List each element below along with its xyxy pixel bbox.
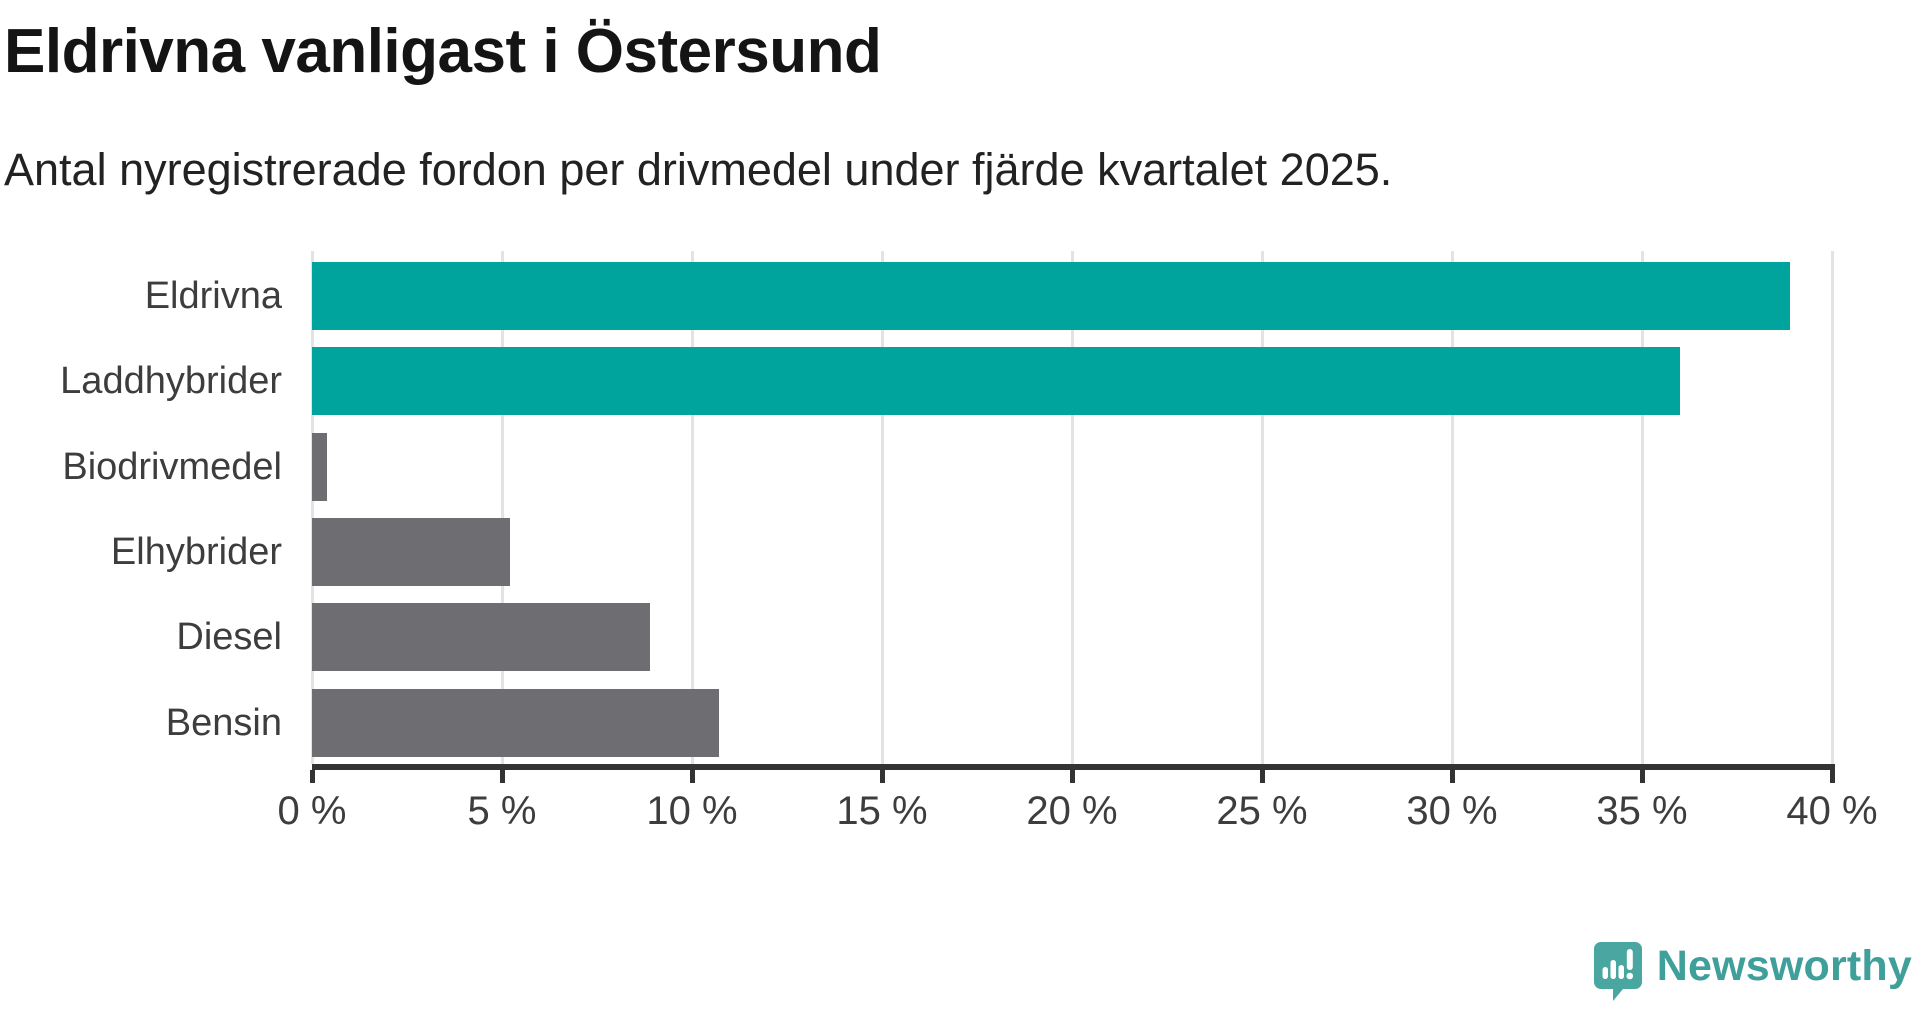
axis-tick [1450,770,1455,783]
bar-eldrivna [312,262,1791,330]
axis-tick [310,770,315,783]
category-label: Biodrivmedel [62,446,282,488]
bar-elhybrider [312,518,510,586]
category-axis-labels: Eldrivna Laddhybrider Biodrivmedel Elhybrid… [0,251,282,764]
axis-tick-label: 10 % [646,789,738,833]
category-label: Bensin [165,702,282,744]
axis-tick-label: 25 % [1216,789,1308,833]
axis-tick [1640,770,1645,783]
gridline [691,251,694,764]
axis-tick [1070,770,1075,783]
bar-laddhybrider [312,347,1680,415]
chart-subtitle: Antal nyregistrerade fordon per drivmede… [4,144,1393,195]
bar-bensin [312,689,719,757]
axis-tick-label: 35 % [1596,789,1688,833]
axis-tick [1260,770,1265,783]
category-label: Diesel [176,616,282,658]
x-axis-line [312,764,1835,770]
newsworthy-logo-icon [1593,942,1642,1001]
category-label: Laddhybrider [60,360,282,402]
gridline [1831,251,1834,764]
axis-tick [500,770,505,783]
axis-tick-label: 30 % [1406,789,1498,833]
axis-tick-label: 15 % [836,789,928,833]
chart-title: Eldrivna vanligast i Östersund [4,17,882,86]
category-label: Elhybrider [110,531,282,573]
newsworthy-logo: Newsworthy [1593,941,1912,1003]
gridline [881,251,884,764]
bar-biodrivmedel [312,433,328,501]
gridline [1261,251,1264,764]
axis-tick-label: 20 % [1026,789,1118,833]
bar-chart-plot-area [311,251,1834,764]
axis-tick-label: 5 % [467,789,537,833]
axis-tick [690,770,695,783]
gridline [1071,251,1074,764]
gridline [311,251,314,764]
gridline [1641,251,1644,764]
axis-tick [1830,770,1835,783]
axis-tick [880,770,885,783]
category-label: Eldrivna [144,275,282,317]
newsworthy-logo-text: Newsworthy [1656,942,1912,990]
gridline [501,251,504,764]
bar-diesel [312,603,651,671]
axis-tick-label: 0 % [277,789,347,833]
gridline [1451,251,1454,764]
axis-tick-label: 40 % [1786,789,1878,833]
